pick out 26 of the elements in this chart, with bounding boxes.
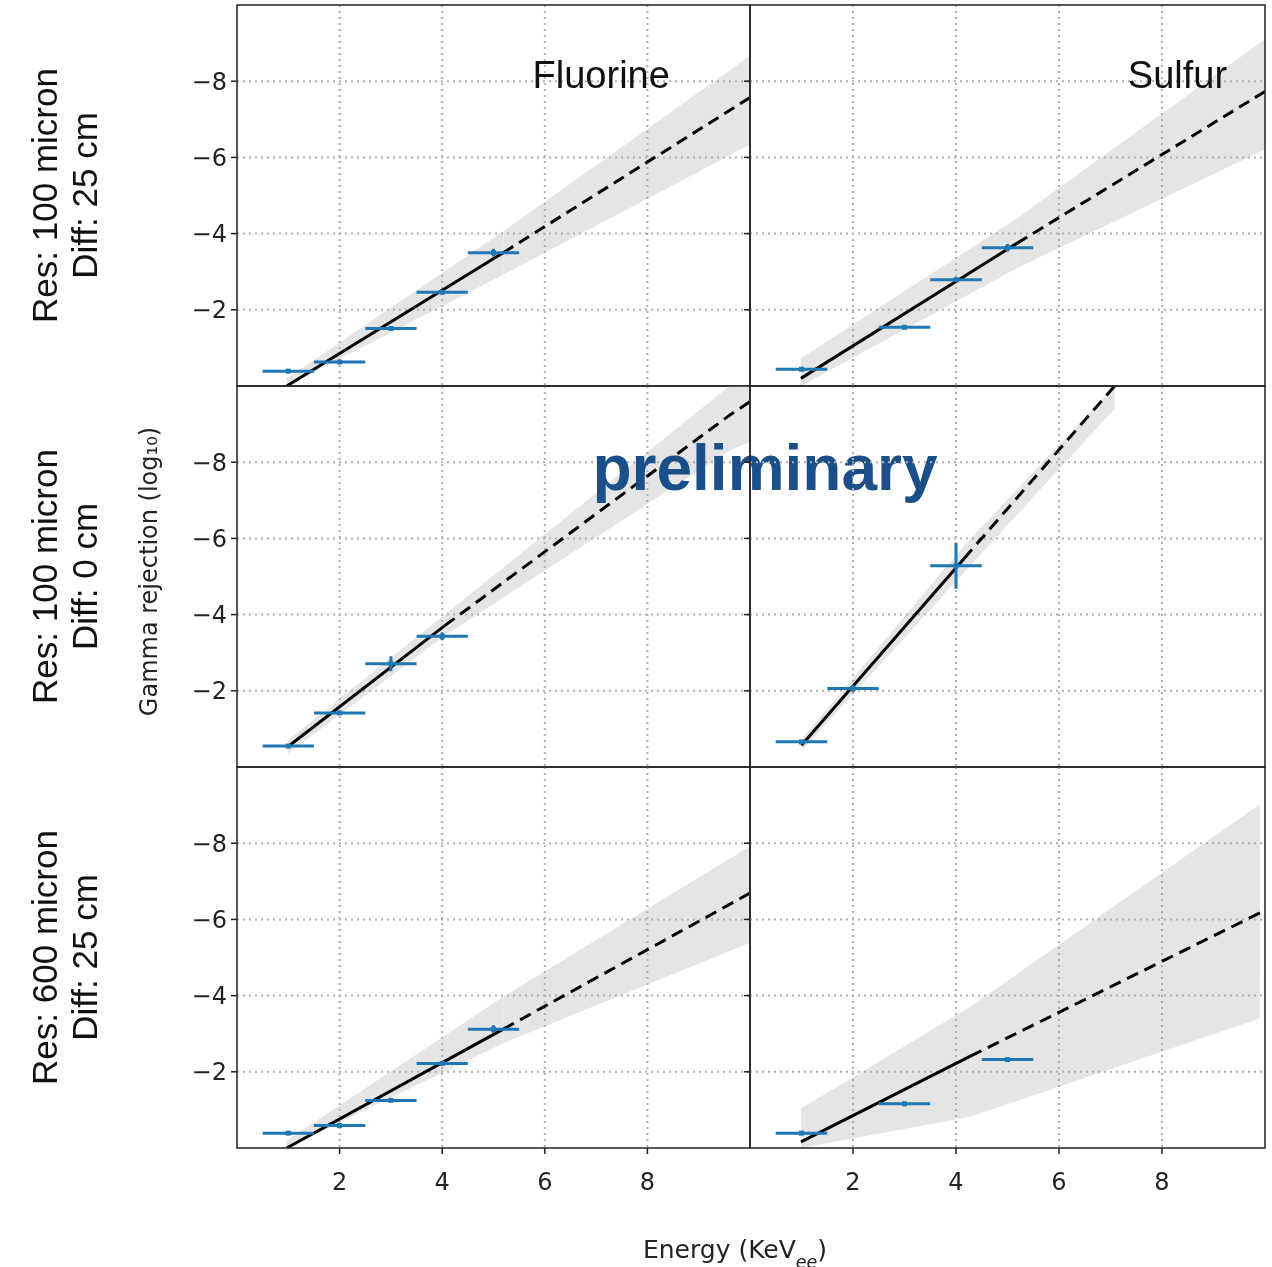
y-tick-label: −4 [191,601,227,629]
y-tick-label: −2 [191,296,227,325]
x-tick-label: 8 [639,1168,656,1196]
y-tick-label: −4 [191,982,227,1010]
y-tick-label: −6 [191,143,227,172]
y-tick-label: −2 [191,677,227,706]
y-tick-label: −2 [191,1058,227,1087]
x-tick-label: 4 [434,1168,450,1196]
x-tick-label: 6 [537,1168,553,1196]
y-tick-label: −6 [191,905,227,934]
y-axis-title: Gamma rejection (log₁₀) [135,426,163,717]
y-tick-label: −8 [191,829,227,858]
x-tick-label: 4 [948,1168,964,1196]
y-tick-label: −8 [191,448,227,477]
text: Fluorine [532,54,670,96]
x-tick-label: 2 [845,1168,861,1196]
text: Res: 600 micron Diff: 25 cm [24,830,104,1085]
x-tick-label: 8 [1154,1168,1170,1196]
x-tick-label: 6 [1051,1168,1067,1196]
text: Res: 100 micron Diff: 25 cm [24,68,104,323]
y-tick-label: −8 [191,67,227,96]
text: Sulfur [1127,54,1228,96]
text: Res: 100 micron Diff: 0 cm [24,449,104,704]
y-tick-label: −6 [191,524,227,553]
y-tick-label: −4 [191,220,227,248]
x-tick-label: 2 [331,1168,348,1196]
